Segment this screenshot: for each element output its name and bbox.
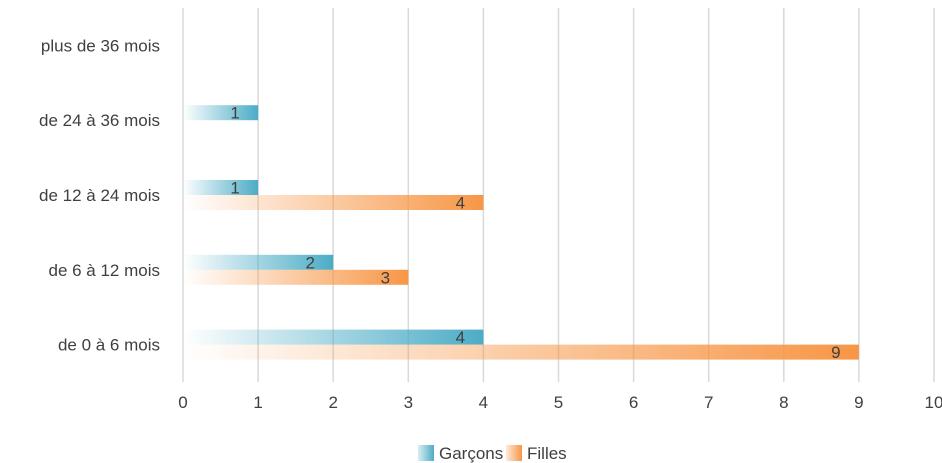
- bars: [183, 105, 859, 360]
- data-label: 1: [230, 104, 239, 123]
- data-label: 1: [230, 179, 239, 198]
- data-label: 3: [381, 268, 390, 287]
- category-label: de 24 à 36 mois: [39, 111, 160, 130]
- bar-garcons: [183, 329, 484, 345]
- x-tick-label: 5: [554, 393, 563, 412]
- data-label: 4: [456, 328, 465, 347]
- legend-label-garcons: Garçons: [439, 444, 503, 463]
- data-labels: 4 9 2 3 1 4 1: [230, 104, 840, 362]
- x-tick-label: 1: [253, 393, 262, 412]
- category-label: plus de 36 mois: [41, 36, 160, 55]
- bar-filles: [183, 344, 859, 360]
- x-tick-label: 7: [704, 393, 713, 412]
- bar-garcons: [183, 105, 259, 121]
- x-tick-label: 8: [779, 393, 788, 412]
- category-label: de 12 à 24 mois: [39, 186, 160, 205]
- legend-swatch-garcons: [418, 445, 434, 461]
- legend: Garçons Filles: [418, 444, 567, 463]
- data-label: 2: [305, 253, 314, 272]
- x-tick-label: 3: [404, 393, 413, 412]
- bar-filles: [183, 195, 484, 210]
- data-label: 4: [456, 194, 465, 213]
- category-axis-labels: de 0 à 6 mois de 6 à 12 mois de 12 à 24 mo…: [39, 36, 160, 354]
- bar-filles: [183, 269, 409, 285]
- value-axis-ticks: 0 1 2 3 4 5 6 7 8 9 10: [178, 393, 942, 412]
- x-tick-label: 2: [328, 393, 337, 412]
- category-label: de 6 à 12 mois: [48, 261, 160, 280]
- category-label: de 0 à 6 mois: [58, 336, 160, 355]
- x-tick-label: 4: [479, 393, 488, 412]
- legend-swatch-filles: [506, 445, 522, 461]
- x-tick-label: 6: [629, 393, 638, 412]
- bar-garcons: [183, 254, 334, 270]
- x-tick-label: 9: [854, 393, 863, 412]
- x-tick-label: 10: [925, 393, 942, 412]
- legend-label-filles: Filles: [527, 444, 567, 463]
- data-label: 9: [831, 343, 840, 362]
- x-tick-label: 0: [178, 393, 187, 412]
- bar-garcons: [183, 180, 259, 195]
